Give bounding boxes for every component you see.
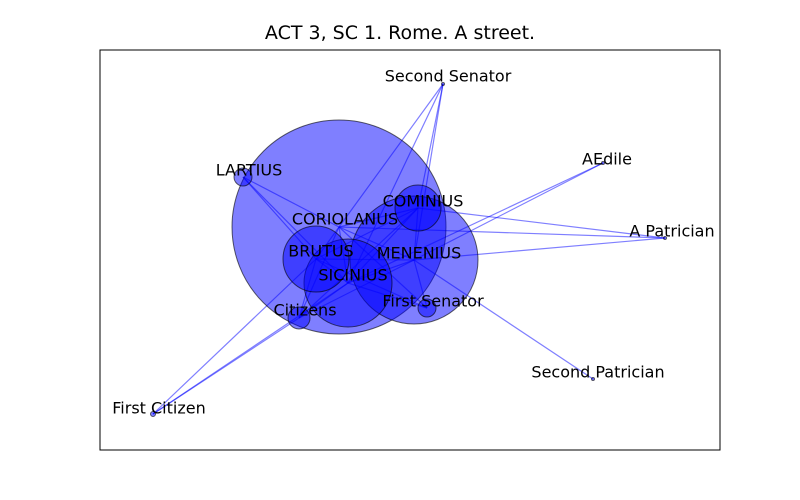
node-second_patrician — [591, 377, 595, 381]
node-label-sicinius: SICINIUS — [318, 266, 387, 285]
node-citizens — [287, 306, 311, 330]
node-label-lartius: LARTIUS — [216, 161, 283, 180]
edge-cominius-a_patrician — [417, 207, 666, 239]
node-label-a_patrician: A Patrician — [629, 222, 714, 241]
node-a_patrician — [663, 236, 667, 240]
node-first_citizen — [150, 411, 156, 417]
node-label-second_senator: Second Senator — [385, 67, 512, 86]
node-label-coriolanus: CORIOLANUS — [292, 210, 398, 229]
plot-frame — [99, 49, 721, 451]
node-label-menenius: MENENIUS — [377, 244, 462, 263]
label-layer: CORIOLANUS MENENIUS SICINIUS BRUTUS COMINIUS… — [112, 67, 714, 418]
node-label-citizens: Citizens — [273, 301, 336, 320]
chart-title: ACT 3, SC 1. Rome. A street. — [264, 22, 536, 44]
node-label-first_senator: First Senator — [382, 292, 484, 311]
node-cominius — [394, 184, 442, 232]
node-aedile — [601, 161, 605, 165]
node-label-aedile: AEdile — [582, 150, 632, 169]
node-second_senator — [441, 82, 445, 86]
edge-citizens-first_citizen — [152, 317, 300, 415]
node-lartius — [233, 167, 253, 187]
node-label-first_citizen: First Citizen — [112, 399, 205, 418]
node-layer — [150, 82, 667, 417]
node-first_senator — [417, 298, 437, 318]
node-brutus — [282, 225, 350, 293]
node-label-brutus: BRUTUS — [288, 242, 353, 261]
node-label-second_patrician: Second Patrician — [531, 363, 664, 382]
node-label-cominius: COMINIUS — [383, 192, 464, 211]
